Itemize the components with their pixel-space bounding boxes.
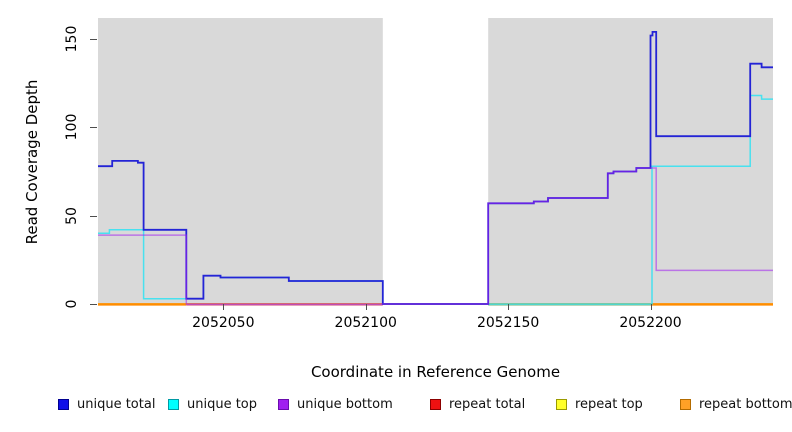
legend-item-repeat-total: repeat total	[430, 397, 525, 412]
x-tick-mark	[365, 304, 367, 310]
legend-label: unique top	[187, 397, 258, 412]
legend-item-unique-bottom: unique bottom	[278, 397, 393, 412]
legend-label: repeat total	[449, 397, 526, 412]
y-tick-mark	[90, 127, 97, 129]
legend-swatch	[168, 399, 179, 410]
y-tick-mark	[90, 215, 97, 217]
legend-swatch	[680, 399, 691, 410]
y-tick-label: 0	[64, 299, 80, 309]
plot-canvas	[98, 18, 773, 306]
legend-swatch	[58, 399, 69, 410]
x-tick-label: 2052100	[334, 315, 397, 331]
y-tick-label: 50	[64, 206, 80, 225]
y-tick-mark	[90, 304, 97, 305]
legend-label: repeat bottom	[699, 397, 792, 412]
x-tick-mark	[650, 304, 652, 310]
x-tick-label: 2052200	[619, 315, 682, 331]
legend-item-repeat-top: repeat top	[556, 397, 643, 412]
y-tick-label: 150	[64, 25, 80, 53]
legend-swatch	[556, 399, 567, 410]
x-tick-mark	[508, 304, 510, 310]
no-data-gap	[382, 18, 489, 306]
y-axis-title: Read Coverage Depth	[23, 79, 41, 245]
series-unique-bottom	[98, 167, 773, 305]
y-tick-mark	[90, 39, 97, 40]
x-tick-label: 2052050	[192, 315, 255, 331]
legend-swatch	[430, 399, 441, 410]
legend-label: unique total	[77, 397, 156, 412]
legend-item-unique-top: unique top	[168, 397, 257, 412]
x-tick-label: 2052150	[476, 315, 540, 331]
x-tick-mark	[223, 304, 225, 310]
legend-label: repeat top	[575, 397, 643, 412]
x-axis-title: Coordinate in Reference Genome	[310, 363, 561, 381]
legend-item-unique-total: unique total	[58, 397, 155, 412]
legend-swatch	[278, 399, 289, 410]
y-tick-label: 100	[64, 113, 80, 141]
legend-label: unique bottom	[297, 397, 393, 412]
legend-item-repeat-bottom: repeat bottom	[680, 397, 792, 412]
